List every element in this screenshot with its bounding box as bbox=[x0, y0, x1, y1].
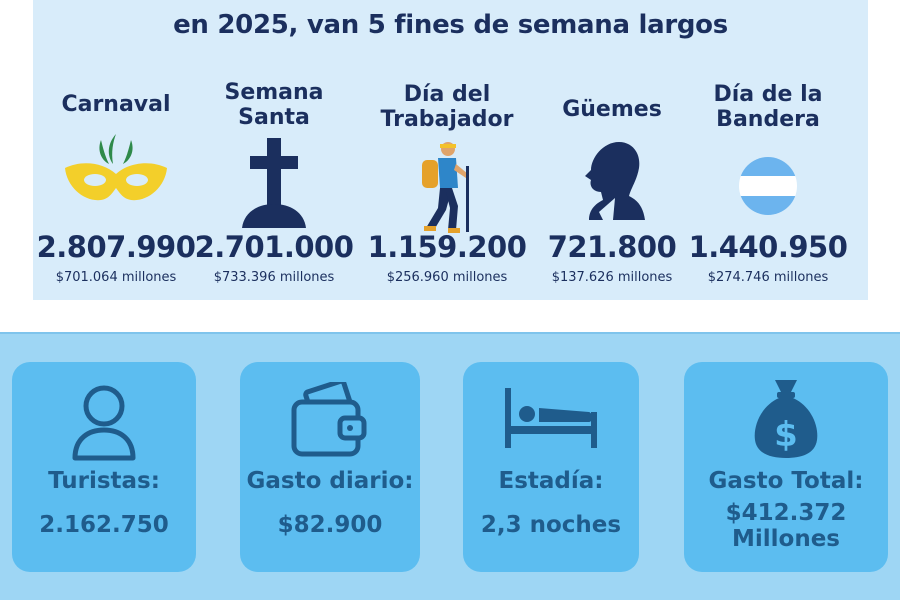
stat-card-gasto-total: $ Gasto Total: $412.372 Millones bbox=[684, 362, 888, 572]
tourist-count: 1.440.950 bbox=[688, 230, 848, 264]
long-weekends-panel: en 2025, van 5 fines de semana largos Ca… bbox=[33, 0, 868, 300]
stat-value: 2,3 noches bbox=[480, 512, 622, 538]
weekend-name: Semana Santa bbox=[224, 80, 324, 130]
hiker-icon bbox=[412, 140, 482, 239]
spend-amount: $137.626 millones bbox=[551, 270, 673, 285]
spend-amount: $274.746 millones bbox=[707, 270, 829, 285]
cross-icon bbox=[234, 138, 314, 232]
wallet-icon bbox=[288, 378, 372, 466]
guemes-profile-icon bbox=[579, 140, 645, 224]
weekend-guemes: Güemes 721.800 $137.626 millones bbox=[529, 80, 695, 295]
stat-label: Gasto diario: bbox=[246, 468, 414, 494]
stat-card-estadia: Estadía: 2,3 noches bbox=[463, 362, 639, 572]
stat-card-turistas: Turistas: 2.162.750 bbox=[12, 362, 196, 572]
argentina-flag-icon bbox=[738, 156, 798, 220]
weekend-name: Día de la Bandera bbox=[713, 82, 823, 132]
money-bag-icon: $ bbox=[751, 376, 821, 464]
tourist-count: 1.159.200 bbox=[367, 230, 527, 264]
stat-card-gasto-diario: Gasto diario: $82.900 bbox=[240, 362, 420, 572]
bed-icon bbox=[501, 382, 601, 456]
svg-text:$: $ bbox=[774, 415, 798, 455]
summary-panel: Turistas: 2.162.750 Gasto diario: $82.90… bbox=[0, 332, 900, 600]
stat-value: $412.372 Millones bbox=[725, 500, 847, 552]
stat-value: 2.162.750 bbox=[39, 512, 169, 538]
weekend-carnaval: Carnaval 2.807.990 $701.064 millones bbox=[33, 80, 199, 295]
stat-label: Gasto Total: bbox=[708, 468, 864, 494]
weekend-name: Carnaval bbox=[61, 92, 171, 117]
weekend-name: Día del Trabajador bbox=[380, 82, 514, 132]
stat-label: Turistas: bbox=[48, 468, 160, 494]
weekend-name: Güemes bbox=[562, 97, 662, 122]
spend-amount: $256.960 millones bbox=[386, 270, 508, 285]
weekend-semana-santa: Semana Santa 2.701.000 $733.396 millones bbox=[191, 80, 357, 295]
tourist-count: 2.807.990 bbox=[36, 230, 196, 264]
weekend-dia-del-trabajador: Día del Trabajador 1.159.200 $256.960 mi… bbox=[364, 80, 530, 295]
weekend-dia-de-la-bandera: Día de la Bandera 1.440.950 $274.746 mil… bbox=[685, 80, 851, 295]
tourist-count: 2.701.000 bbox=[194, 230, 354, 264]
spend-amount: $733.396 millones bbox=[213, 270, 335, 285]
spend-amount: $701.064 millones bbox=[55, 270, 177, 285]
stat-value: $82.900 bbox=[277, 512, 383, 538]
tourist-count: 721.800 bbox=[547, 230, 677, 264]
person-icon bbox=[69, 382, 139, 466]
carnival-mask-icon bbox=[61, 130, 171, 209]
panel-title: en 2025, van 5 fines de semana largos bbox=[173, 10, 728, 40]
stat-label: Estadía: bbox=[498, 468, 604, 494]
